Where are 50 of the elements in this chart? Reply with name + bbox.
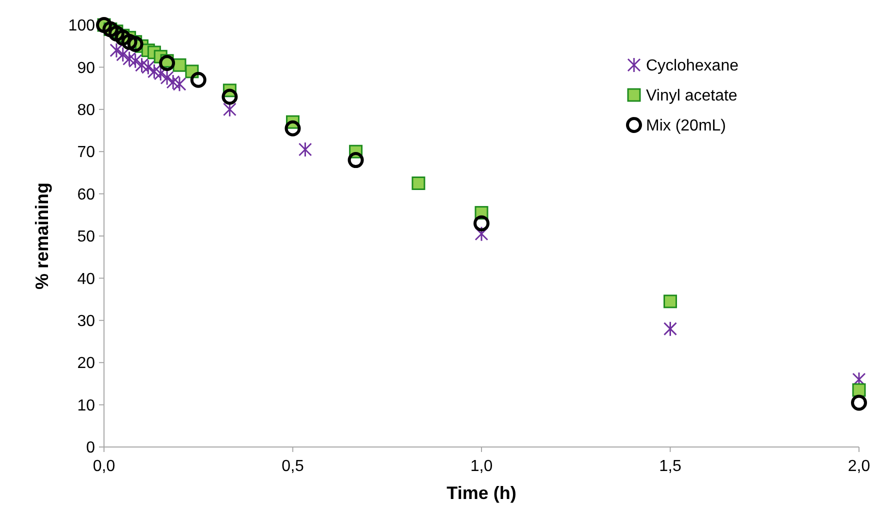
point (141, 59, 155, 75)
point (412, 176, 426, 190)
x-tick-label: 1,5 (659, 458, 682, 475)
point (114, 30, 131, 46)
point (284, 120, 301, 136)
x-tick-label: 0,5 (282, 458, 304, 475)
y-axis-title: % remaining (32, 182, 52, 290)
legend-label: Cyclohexane (646, 58, 739, 75)
y-tick-label: 90 (77, 60, 96, 77)
point (122, 51, 136, 67)
x-tick-label: 0,0 (92, 458, 116, 475)
legend-label: Vinyl acetate (646, 88, 738, 105)
point (851, 394, 867, 411)
point (127, 36, 144, 52)
point (154, 66, 168, 82)
point (222, 102, 236, 118)
point (298, 142, 312, 158)
point (852, 383, 866, 397)
point (121, 34, 138, 50)
point (116, 46, 130, 62)
point (135, 57, 148, 73)
point (128, 53, 142, 69)
x-tick-label: 2,0 (848, 458, 870, 475)
point (166, 74, 180, 90)
y-tick-label: 20 (77, 355, 96, 372)
point (108, 25, 124, 42)
point (474, 215, 490, 232)
x-tick-label: 1,0 (470, 458, 493, 475)
point (190, 72, 206, 88)
point (160, 70, 174, 86)
point (348, 152, 364, 168)
point (474, 226, 488, 242)
point (159, 54, 176, 71)
point (172, 76, 186, 92)
y-tick-label: 60 (77, 186, 96, 204)
y-tick-label: 80 (77, 102, 96, 119)
y-tick-label: 50 (77, 228, 96, 246)
point (147, 64, 161, 80)
y-tick-label: 70 (77, 144, 96, 162)
point (110, 42, 124, 58)
y-tick-label: 30 (77, 313, 96, 330)
y-tick-label: 100 (68, 18, 96, 35)
point (222, 88, 238, 105)
y-tick-label: 10 (77, 397, 96, 414)
y-tick-label: 40 (77, 270, 96, 288)
x-axis-title: Time (h) (446, 483, 516, 503)
point (664, 321, 677, 337)
point (664, 294, 677, 308)
y-tick-label: 0 (86, 440, 96, 457)
legend-label: Mix (20mL) (646, 118, 726, 135)
